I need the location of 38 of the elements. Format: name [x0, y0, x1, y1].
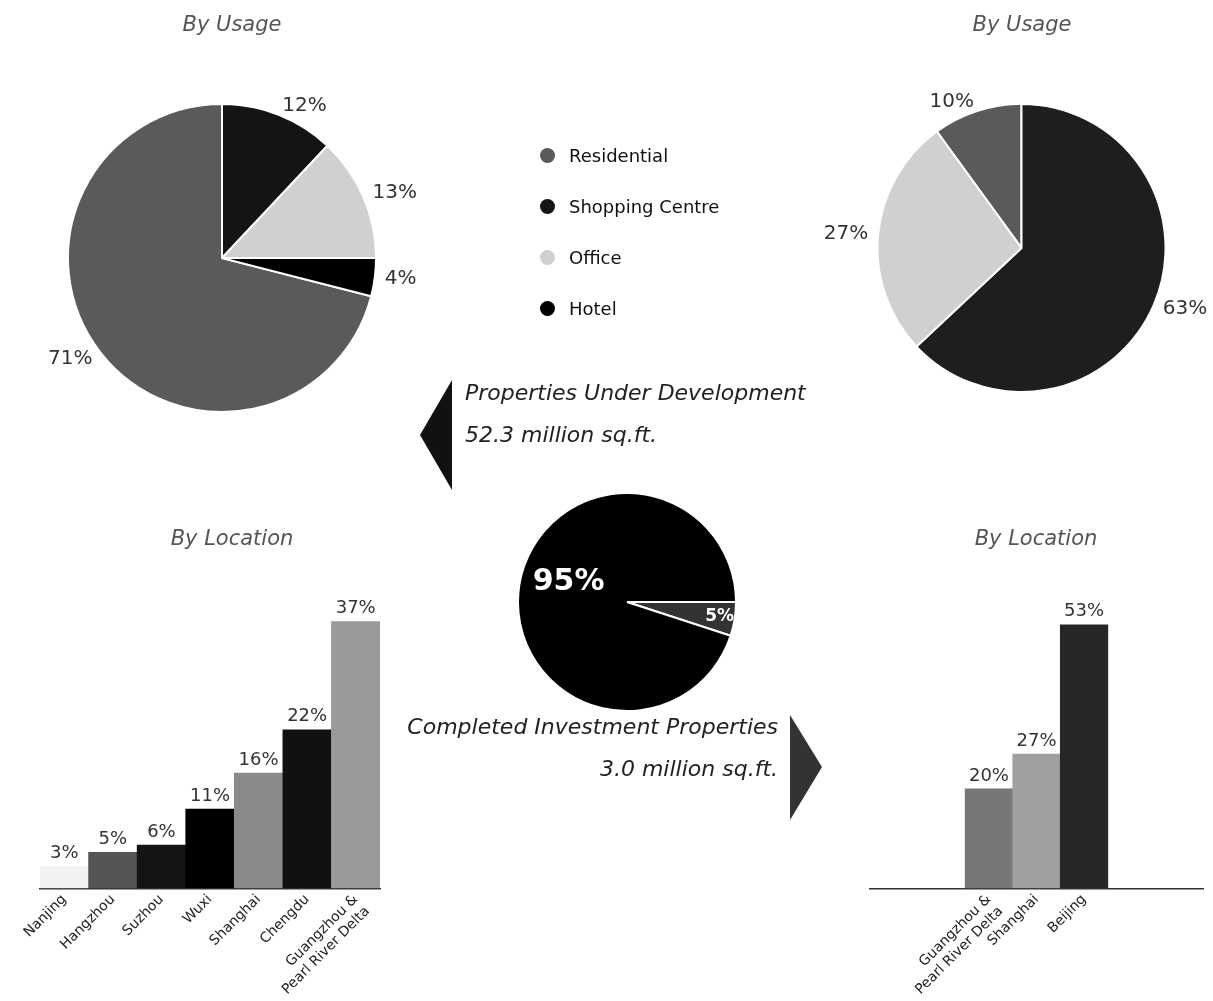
chart-title: By Usage — [182, 12, 282, 36]
chart-title: By Location — [974, 526, 1098, 550]
text: 3.0 million sq.ft. — [599, 756, 778, 781]
data-label: 27% — [1016, 728, 1057, 750]
text: Completed Investment Properties — [407, 714, 778, 739]
text: Properties Under Development — [465, 380, 806, 405]
data-label: 12% — [282, 91, 327, 116]
chart-title: By Usage — [972, 12, 1072, 36]
text: 52.3 million sq.ft. — [465, 422, 658, 447]
data-label: 27% — [823, 219, 869, 244]
data-label: 6% — [147, 819, 176, 841]
data-label: 11% — [189, 783, 231, 805]
data-label: 63% — [1162, 295, 1208, 320]
bar — [282, 729, 332, 889]
data-label: 10% — [929, 87, 974, 112]
data-label: 3% — [50, 841, 79, 863]
bar — [136, 844, 187, 889]
bar — [88, 851, 138, 889]
bar — [40, 866, 89, 889]
data-label: 4% — [384, 264, 417, 289]
data-label: 5% — [705, 605, 735, 626]
legend-label: Shopping Centre — [569, 196, 720, 217]
data-label: 37% — [335, 596, 376, 618]
data-label: 16% — [238, 747, 279, 769]
legend-label: Residential — [569, 145, 669, 166]
data-label: 95% — [532, 562, 605, 598]
data-label: 71% — [47, 344, 93, 369]
legend-label: Hotel — [569, 298, 617, 319]
chart-title: By Location — [170, 526, 294, 550]
bar — [331, 621, 380, 889]
legend-label: Office — [569, 247, 622, 268]
data-label: 13% — [372, 179, 417, 204]
data-label: 53% — [1064, 599, 1105, 621]
data-label: 5% — [98, 826, 128, 848]
bar — [233, 772, 284, 889]
bar — [185, 808, 235, 889]
data-label: 22% — [287, 704, 328, 726]
data-label: 20% — [968, 763, 1009, 785]
